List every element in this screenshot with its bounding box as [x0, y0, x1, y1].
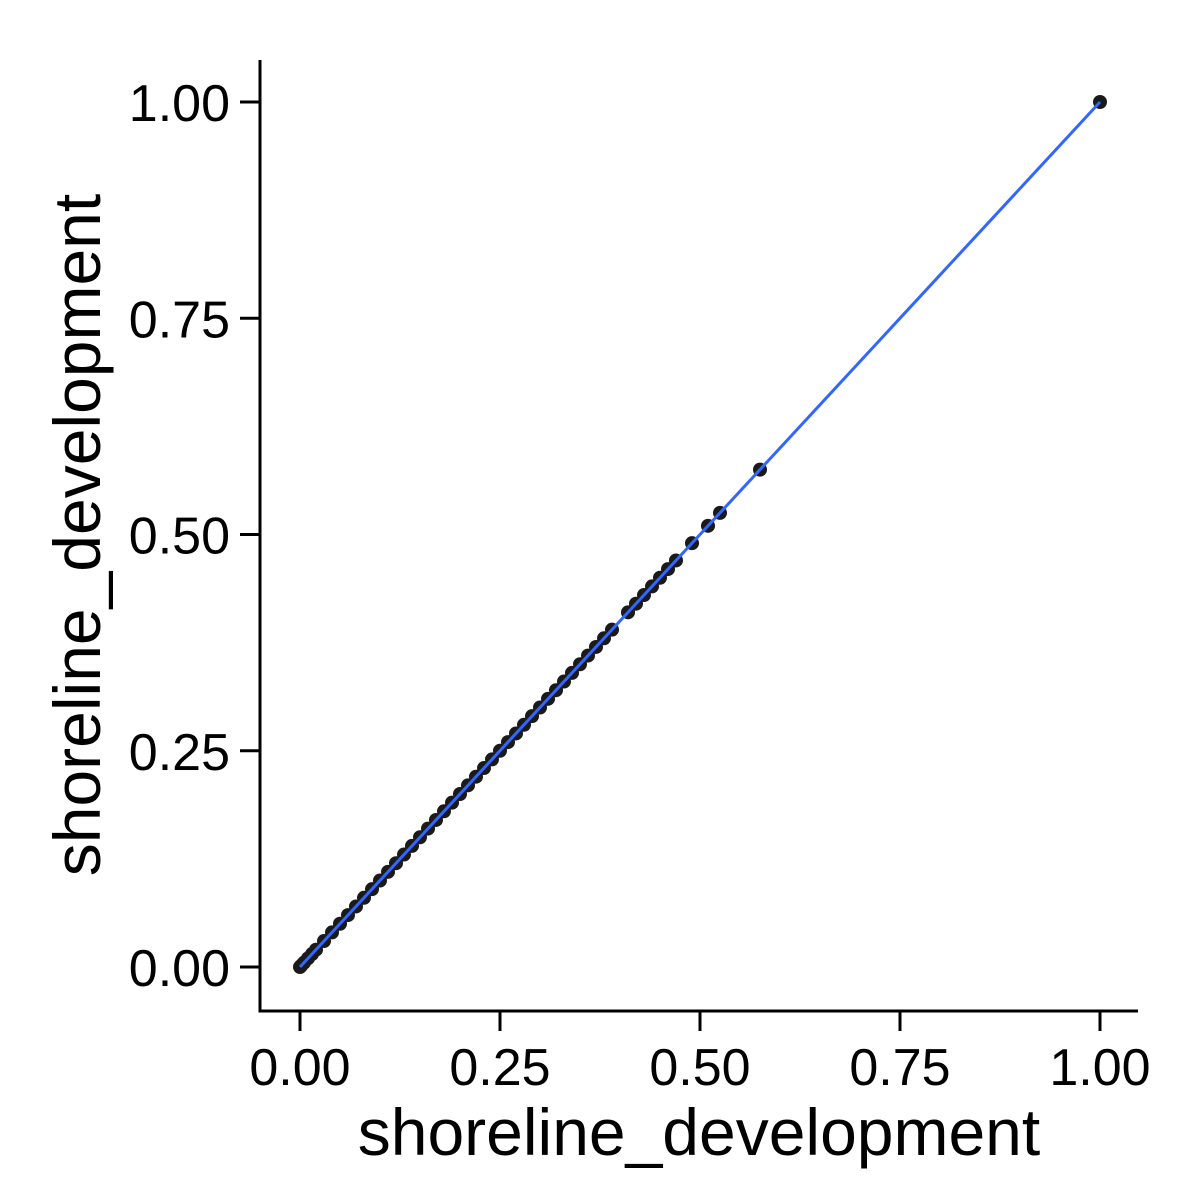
x-tick-label: 0.75: [849, 1039, 950, 1097]
fit-line: [298, 100, 1102, 969]
y-tick-label: 0.50: [129, 508, 230, 566]
y-tick-label: 0.25: [129, 724, 230, 782]
y-axis-title: shoreline_development: [40, 194, 114, 876]
fit-line-layer: [298, 100, 1102, 969]
x-tick-label: 0.00: [249, 1039, 350, 1097]
y-tick-label: 1.00: [129, 75, 230, 133]
ticks-layer: 0.00 0.25 0.50 0.75 1.00 0.00 0.25 0.50 0.75 1.00: [129, 75, 1151, 1097]
x-tick-label: 0.25: [449, 1039, 550, 1097]
y-tick-label: 0.75: [129, 291, 230, 349]
x-axis-title: shoreline_development: [358, 1095, 1040, 1169]
x-tick-label: 1.00: [1049, 1039, 1150, 1097]
y-tick-label: 0.00: [129, 940, 230, 998]
x-tick-label: 0.50: [649, 1039, 750, 1097]
